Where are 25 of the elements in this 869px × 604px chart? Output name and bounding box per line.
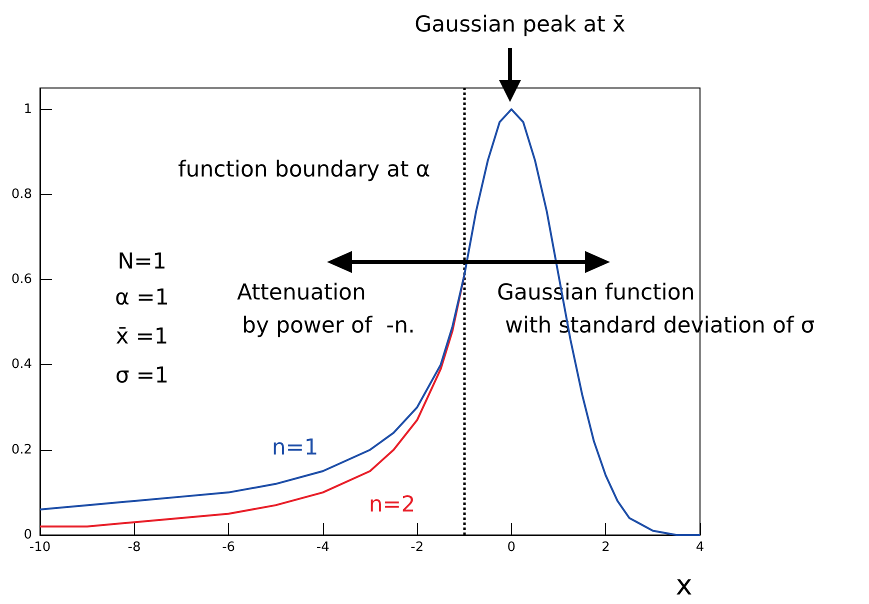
annotation: N=1 [118, 250, 166, 274]
y-tick-label: 0.8 [11, 186, 32, 202]
x-tick-label: -6 [222, 540, 236, 555]
y-tick-label: 1 [24, 102, 32, 117]
series-label: n=2 [368, 492, 416, 518]
annotation: by power of -n. [242, 314, 416, 338]
x-tick-label: -8 [128, 540, 141, 555]
annotation: α =1 [115, 286, 169, 310]
x-tick-label: -10 [29, 540, 51, 555]
y-tick-label: 0.4 [11, 357, 32, 372]
x-axis-title: x [676, 568, 692, 602]
x-tick-label: 4 [696, 540, 704, 555]
text: Gaussian peak at x̄ [414, 12, 626, 38]
annotation: function boundary at α [178, 158, 430, 182]
annotation: Attenuation [237, 280, 366, 306]
annotation: σ =1 [115, 364, 169, 388]
x-tick-label: 0 [507, 540, 516, 555]
x-tick-label: -2 [410, 540, 424, 555]
annotation: x̄ =1 [116, 324, 168, 350]
series-label: n=1 [272, 436, 318, 460]
x-tick-label: 2 [602, 540, 610, 555]
y-tick-label: 0.2 [11, 442, 32, 458]
x-tick-label: -4 [316, 540, 330, 555]
y-tick-label: 0 [24, 528, 32, 542]
y-tick-label: 0.6 [11, 272, 32, 288]
